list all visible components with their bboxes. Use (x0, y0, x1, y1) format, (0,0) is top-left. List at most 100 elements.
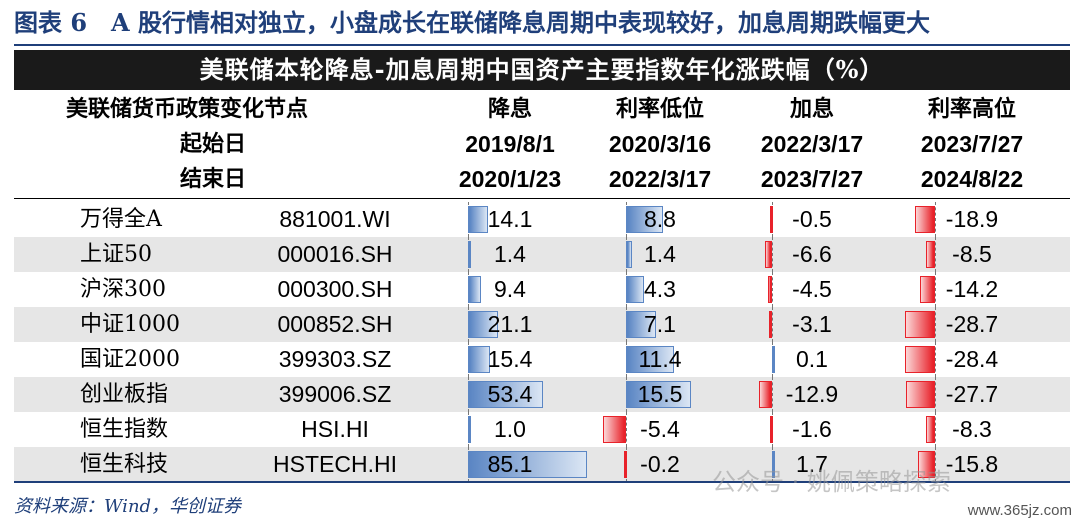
period-start-date: 2020/3/16 (608, 131, 712, 157)
data-bar (468, 416, 471, 443)
zero-axis (772, 272, 774, 307)
data-bar (468, 311, 498, 338)
data-bar (626, 241, 632, 268)
data-bar (770, 206, 773, 233)
data-bar (626, 311, 656, 338)
source-note: 资料来源：Wind，华创证券 (14, 496, 242, 517)
index-name: 恒生指数 (80, 417, 169, 442)
data-bar (772, 451, 775, 478)
data-bar (765, 241, 772, 268)
period-start-date: 2019/8/1 (465, 131, 555, 157)
data-bar (918, 451, 935, 478)
data-label: -6.6 (792, 241, 832, 267)
index-code: 000852.SH (277, 311, 393, 337)
data-label: 1.4 (494, 241, 526, 267)
data-bar (626, 276, 645, 303)
data-label: -28.7 (945, 311, 999, 337)
data-bar (468, 451, 588, 478)
period-phase-label: 利率高位 (927, 96, 1016, 122)
index-code: HSI.HI (301, 416, 369, 442)
data-label: 4.3 (644, 276, 676, 302)
data-bar (904, 311, 935, 338)
data-label: 9.4 (494, 276, 526, 302)
table-title: 美联储本轮降息-加息周期中国资产主要指数年化涨跌幅（%） (14, 50, 1070, 90)
data-label: 53.4 (487, 381, 533, 407)
data-label: -15.8 (945, 451, 999, 477)
data-label: 8.8 (644, 206, 676, 232)
period-phase-label: 降息 (487, 96, 532, 122)
data-bar (468, 346, 490, 373)
table-row: 中证1000 000852.SH 21.1 7.1 -3.1 -28.7 (14, 307, 1070, 342)
data-bar (626, 206, 663, 233)
data-label: -0.5 (792, 206, 832, 232)
index-code: 399303.SZ (278, 346, 392, 372)
data-label: 7.1 (644, 311, 676, 337)
period-end-date: 2020/1/23 (458, 166, 562, 192)
data-bar (626, 346, 674, 373)
data-label: -28.4 (945, 346, 999, 372)
data-label: 11.4 (638, 346, 682, 372)
data-label: -4.5 (792, 276, 832, 302)
header-policy-label: 美联储货币政策变化节点 (66, 96, 309, 122)
data-bar (905, 346, 935, 373)
data-bar (905, 381, 935, 408)
zero-axis (935, 202, 937, 237)
data-bar (767, 276, 772, 303)
data-bar (624, 451, 627, 478)
table-row: 恒生指数 HSI.HI 1.0 -5.4 -1.6 -8.3 (14, 412, 1070, 447)
data-label: 1.0 (494, 416, 526, 442)
data-label: 85.1 (487, 451, 533, 477)
header-rule (14, 198, 1070, 199)
data-bar (926, 416, 935, 443)
data-bar (468, 241, 471, 268)
index-name: 沪深300 (80, 277, 166, 302)
index-code: 881001.WI (279, 206, 391, 232)
data-bar (915, 206, 935, 233)
zero-axis (772, 307, 774, 342)
table-row: 万得全A 881001.WI 14.1 8.8 -0.5 -18.9 (14, 202, 1070, 237)
data-label: 0.1 (796, 346, 828, 372)
zero-axis (772, 377, 774, 412)
data-label: -3.1 (792, 311, 832, 337)
data-bar (926, 241, 935, 268)
data-label: -12.9 (785, 381, 839, 407)
table-row: 恒生科技 HSTECH.HI 85.1 -0.2 1.7 -15.8 (14, 447, 1070, 482)
data-bar (468, 206, 488, 233)
data-bar (770, 416, 773, 443)
index-name: 创业板指 (80, 382, 169, 407)
data-label: -18.9 (945, 206, 999, 232)
data-label: 21.1 (487, 311, 533, 337)
title-rule (14, 44, 1070, 46)
period-end-date: 2022/3/17 (608, 166, 712, 192)
data-label: -8.3 (952, 416, 992, 442)
data-bar (759, 381, 772, 408)
index-code: 000016.SH (277, 241, 393, 267)
data-label: -1.6 (792, 416, 832, 442)
period-phase-label: 利率低位 (615, 96, 704, 122)
data-bar (468, 381, 543, 408)
data-bar (920, 276, 935, 303)
zero-axis (935, 307, 937, 342)
zero-axis (935, 237, 937, 272)
header-end-label: 结束日 (180, 166, 247, 192)
data-label: 1.7 (796, 451, 828, 477)
zero-axis (935, 412, 937, 447)
figure-title: 图表 6 A 股行情相对独立，小盘成长在联储降息周期中表现较好，加息周期跌幅更大 (14, 8, 931, 37)
data-bar (768, 311, 772, 338)
zero-axis (935, 342, 937, 377)
zero-axis (772, 237, 774, 272)
data-label: 14.1 (487, 206, 533, 232)
index-code: 399006.SZ (278, 381, 392, 407)
data-bar (772, 346, 775, 373)
table-row: 上证50 000016.SH 1.4 1.4 -6.6 -8.5 (14, 237, 1070, 272)
zero-axis (935, 377, 937, 412)
zero-axis (935, 272, 937, 307)
index-name: 恒生科技 (80, 452, 169, 477)
data-bar (626, 381, 692, 408)
index-code: 000300.SH (277, 276, 393, 302)
data-bar (468, 276, 482, 303)
data-label: -0.2 (640, 451, 680, 477)
header-start-label: 起始日 (180, 131, 247, 157)
zero-axis (935, 447, 937, 482)
data-label: -8.5 (952, 241, 992, 267)
